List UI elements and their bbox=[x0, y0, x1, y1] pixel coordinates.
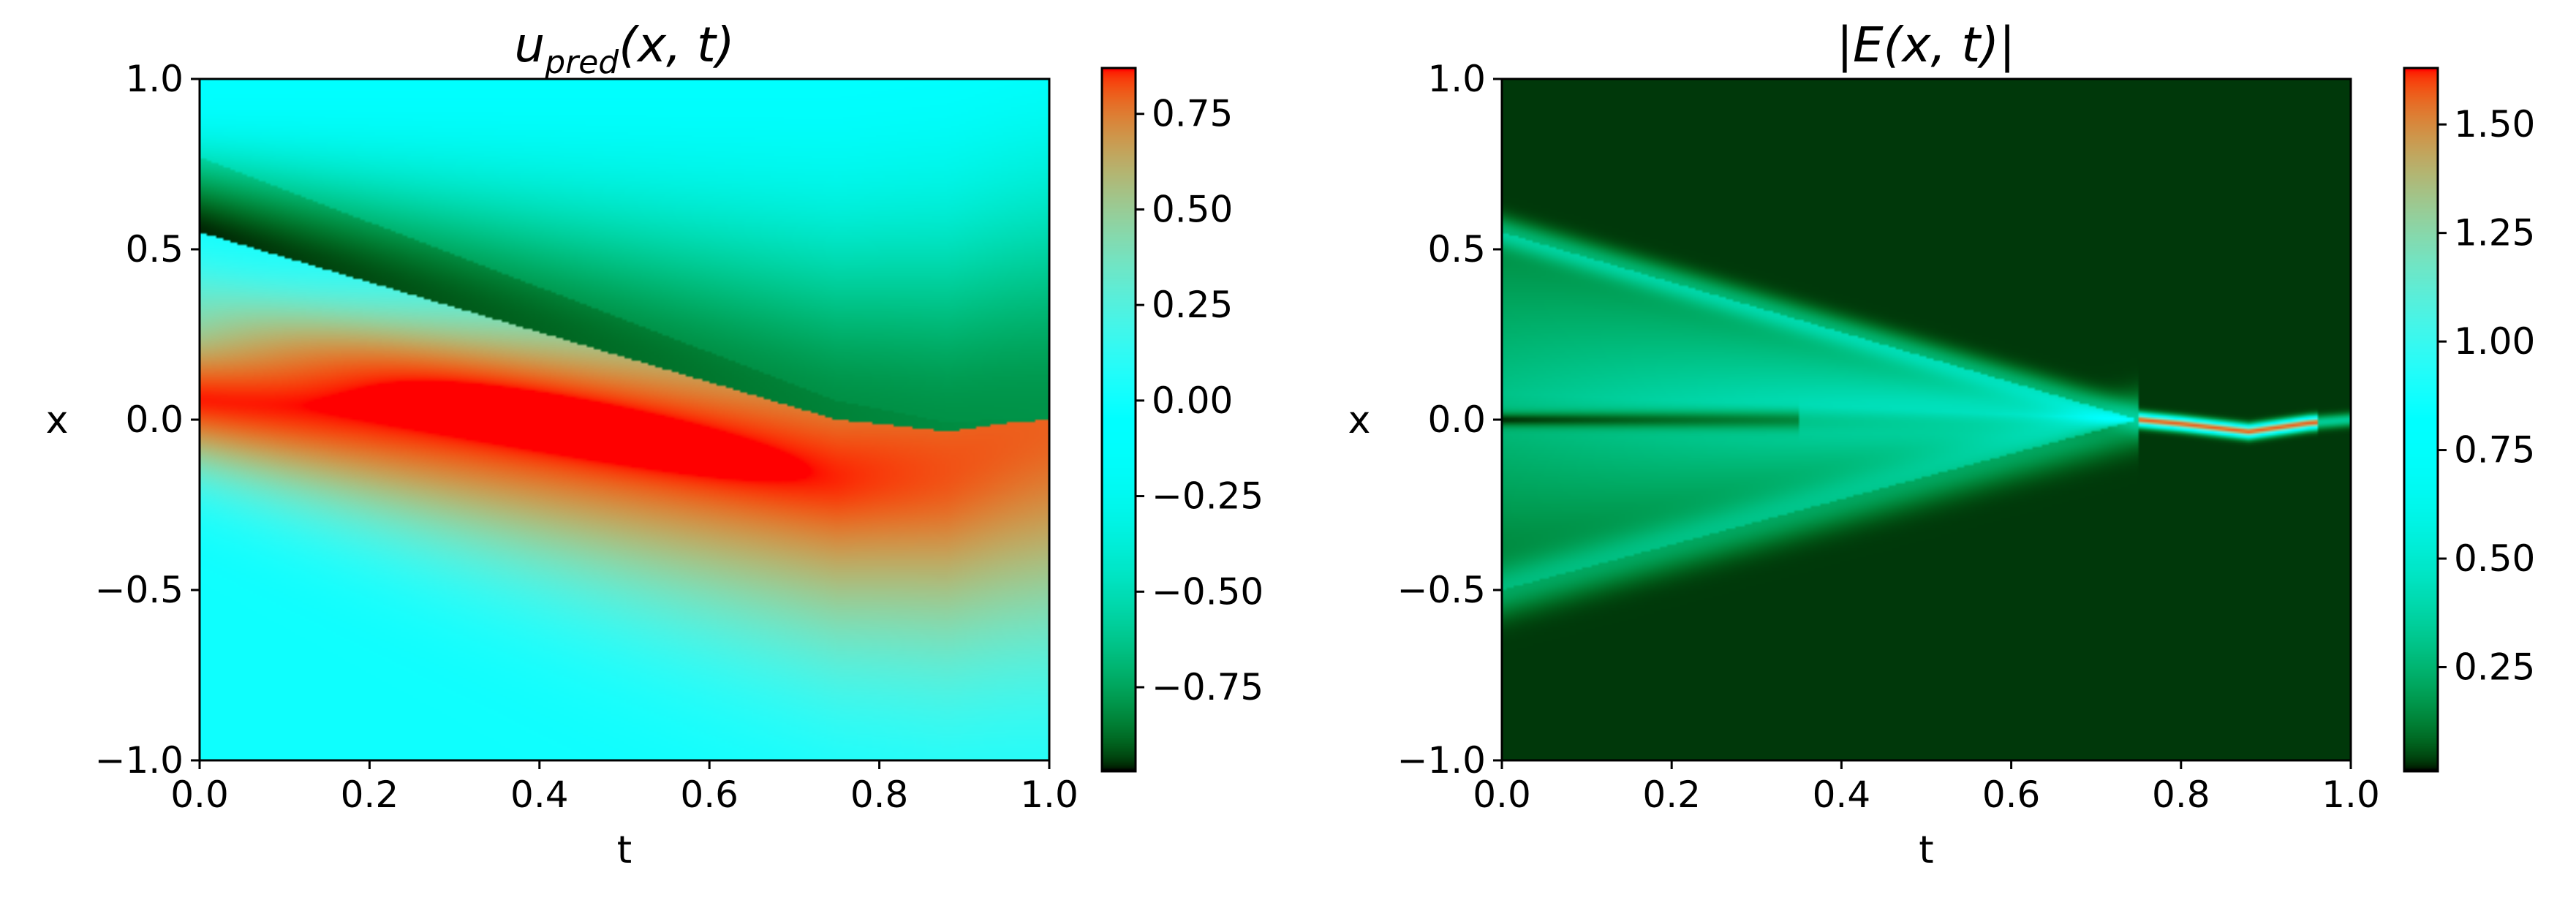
colorbar-tick-label: 1.50 bbox=[2454, 103, 2535, 145]
chart-title: upred(x, t) bbox=[514, 17, 734, 81]
y-tick-label: 0.5 bbox=[125, 228, 184, 271]
panel-u-pred: 0.0 0.2 0.4 0.6 0.8 1.0 −1.0 −0.5 0.0 0.5 1.0 t x upr… bbox=[46, 17, 1264, 872]
colorbar-tick-label: −0.25 bbox=[1152, 475, 1264, 518]
colorbar-tick-label: 1.00 bbox=[2454, 320, 2535, 363]
x-tick-label: 0.6 bbox=[1982, 774, 2041, 816]
chart-title: |E(x, t)| bbox=[1837, 17, 2016, 73]
colorbar-tick-label: 0.00 bbox=[1152, 379, 1233, 422]
x-tick-label: 0.2 bbox=[1642, 774, 1701, 816]
colorbar-tick-label: 0.75 bbox=[2454, 429, 2535, 472]
x-tick-label: 0.4 bbox=[510, 774, 569, 816]
x-tick-label: 0.8 bbox=[850, 774, 909, 816]
x-axis-label: t bbox=[617, 828, 632, 872]
y-tick-label: 1.0 bbox=[125, 58, 184, 100]
colorbar-tick-label: −0.75 bbox=[1152, 666, 1264, 708]
error-heatmap bbox=[1502, 79, 2351, 760]
y-tick-label: −1.0 bbox=[1397, 739, 1486, 782]
colorbar-tick-label: 0.50 bbox=[2454, 537, 2535, 580]
x-tick-label: 0.0 bbox=[1473, 774, 1531, 816]
colorbar-gradient bbox=[1102, 68, 1136, 771]
x-tick-label: 0.4 bbox=[1813, 774, 1871, 816]
x-tick-label: 0.2 bbox=[341, 774, 399, 816]
colorbar-frame bbox=[1100, 67, 1137, 773]
colorbar-tick-label: 1.25 bbox=[2454, 212, 2535, 254]
panel-error: 0.0 0.2 0.4 0.6 0.8 1.0 −1.0 −0.5 0.0 0.5 1.0 t x |E(… bbox=[1348, 17, 2536, 872]
y-tick-label: −0.5 bbox=[1397, 569, 1486, 611]
y-tick-label: −0.5 bbox=[95, 569, 184, 611]
y-axis-label: x bbox=[1348, 398, 1371, 442]
x-axis-label: t bbox=[1919, 828, 1933, 872]
x-tick-label: 1.0 bbox=[2322, 774, 2380, 816]
u-pred-heatmap bbox=[200, 79, 1049, 760]
colorbar-tick-label: −0.50 bbox=[1152, 570, 1264, 613]
colorbar-tick-label: 0.50 bbox=[1152, 188, 1233, 230]
colorbar-gradient bbox=[2404, 68, 2438, 771]
x-tick-label: 0.8 bbox=[2152, 774, 2210, 816]
y-axis-label: x bbox=[46, 398, 69, 442]
colorbar-tick-label: 0.25 bbox=[2454, 646, 2535, 688]
colorbar-tick-label: 0.25 bbox=[1152, 284, 1233, 326]
colorbar-tick-label: 0.75 bbox=[1152, 93, 1233, 135]
x-tick-label: 0.0 bbox=[170, 774, 229, 816]
y-tick-label: 1.0 bbox=[1427, 58, 1486, 100]
y-tick-label: −1.0 bbox=[95, 739, 184, 782]
y-tick-label: 0.0 bbox=[1427, 398, 1486, 441]
colorbar-frame bbox=[2403, 67, 2439, 773]
x-tick-label: 0.6 bbox=[680, 774, 739, 816]
y-tick-label: 0.5 bbox=[1427, 228, 1486, 271]
x-tick-label: 1.0 bbox=[1020, 774, 1079, 816]
y-tick-label: 0.0 bbox=[125, 398, 184, 441]
